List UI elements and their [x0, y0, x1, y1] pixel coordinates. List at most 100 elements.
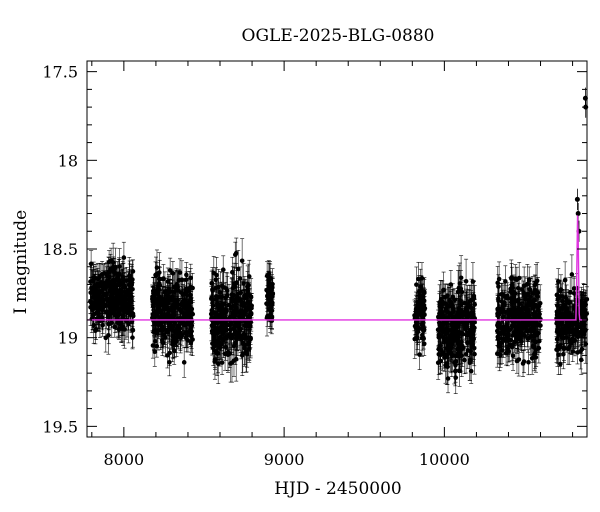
data-point	[230, 285, 236, 291]
data-point	[130, 327, 136, 333]
data-point	[239, 353, 245, 358]
data-point	[107, 274, 112, 280]
data-point	[233, 313, 238, 319]
data-point	[444, 361, 450, 366]
data-point	[102, 304, 107, 309]
data-point	[155, 331, 160, 336]
data-point	[438, 358, 444, 364]
data-point	[214, 272, 219, 278]
data-point	[230, 269, 235, 275]
data-point	[90, 307, 95, 313]
data-point	[225, 352, 231, 358]
data-point	[242, 345, 247, 351]
data-point	[450, 353, 455, 358]
data-point	[265, 293, 270, 299]
data-point	[416, 276, 421, 282]
data-point	[211, 309, 217, 315]
data-point	[452, 315, 458, 321]
data-point	[106, 321, 112, 327]
data-point	[219, 323, 225, 328]
data-point	[450, 324, 456, 330]
data-point	[243, 307, 249, 313]
data-point	[460, 343, 465, 349]
data-point	[442, 338, 448, 344]
data-point	[162, 327, 168, 332]
data-point	[246, 346, 252, 352]
data-point	[235, 330, 240, 336]
data-point	[457, 306, 462, 311]
data-point	[445, 376, 451, 381]
data-point	[130, 269, 136, 274]
data-point	[421, 336, 426, 341]
data-point	[167, 350, 173, 356]
data-point	[111, 290, 117, 296]
data-point	[442, 355, 447, 360]
data-point	[220, 283, 225, 289]
data-point	[177, 306, 182, 312]
data-point	[217, 304, 222, 309]
data-point	[209, 328, 215, 334]
data-point	[110, 310, 116, 315]
data-point	[188, 299, 194, 305]
data-point	[247, 312, 253, 318]
data-point	[167, 325, 172, 331]
data-point	[453, 368, 458, 374]
data-point	[418, 288, 424, 293]
data-point	[419, 322, 425, 327]
data-point	[112, 281, 117, 286]
data-point	[91, 275, 96, 281]
data-point	[110, 260, 116, 265]
data-point	[162, 289, 168, 294]
data-point	[158, 310, 164, 316]
data-point	[121, 255, 127, 260]
data-point	[171, 284, 177, 290]
data-point	[215, 350, 221, 356]
data-point	[213, 285, 219, 291]
data-point	[417, 352, 422, 357]
data-point	[151, 328, 157, 334]
data-point	[414, 324, 420, 330]
data-point	[414, 282, 419, 287]
data-point	[241, 281, 246, 286]
data-point	[239, 258, 245, 264]
data-point	[267, 275, 273, 281]
data-point	[458, 302, 464, 307]
data-point	[127, 295, 133, 301]
data-point	[178, 335, 183, 341]
data-point	[181, 298, 187, 304]
data-point	[236, 320, 242, 326]
data-point	[458, 349, 463, 355]
data-point	[116, 310, 122, 316]
data-point	[152, 349, 158, 355]
data-point	[418, 284, 423, 289]
data-point	[120, 280, 126, 286]
data-point	[118, 298, 124, 304]
data-point	[167, 359, 172, 365]
data-point	[467, 339, 473, 344]
data-point	[436, 314, 441, 320]
data-point	[185, 338, 191, 343]
data-point	[219, 341, 224, 347]
data-point	[421, 341, 427, 347]
data-point	[458, 275, 464, 281]
data-point	[216, 294, 221, 300]
data-point	[421, 327, 427, 332]
data-point	[118, 292, 123, 297]
data-point	[238, 290, 244, 296]
data-point	[181, 360, 187, 365]
data-point	[233, 340, 238, 346]
data-point	[233, 250, 239, 256]
data-point	[223, 286, 229, 291]
data-point	[467, 360, 473, 366]
data-point	[264, 301, 269, 306]
data-point	[470, 344, 475, 350]
data-point	[91, 312, 97, 317]
data-point	[234, 280, 239, 286]
data-point	[120, 304, 126, 310]
data-point	[441, 287, 446, 293]
data-point	[103, 335, 109, 341]
data-point	[242, 294, 247, 299]
data-point	[229, 360, 235, 365]
data-point	[238, 333, 244, 339]
